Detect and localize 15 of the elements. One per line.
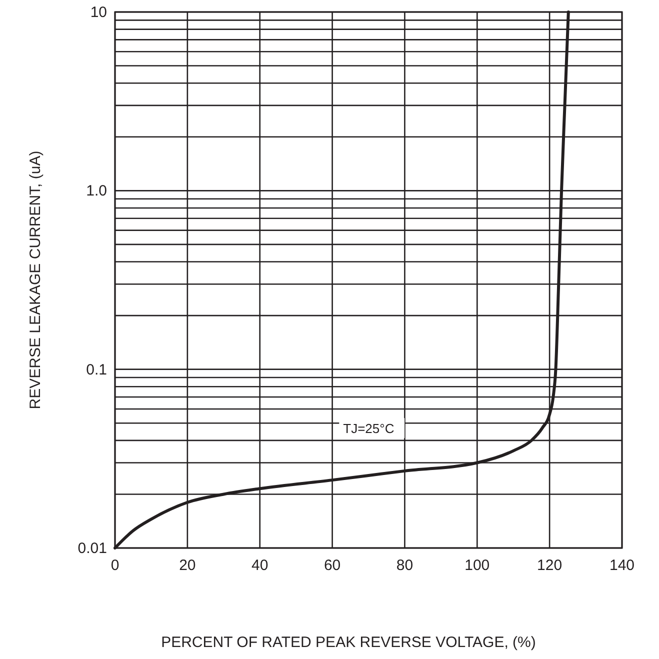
x-tick-label: 20 <box>179 557 196 574</box>
y-tick-label: 10 <box>90 4 107 21</box>
x-tick-label: 100 <box>464 557 490 574</box>
annotation: TJ=25°C <box>343 421 394 436</box>
x-tick-label: 40 <box>252 557 268 574</box>
y-tick-label: 1.0 <box>86 182 107 200</box>
x-tick-label: 0 <box>110 557 120 574</box>
x-tick-label: 120 <box>537 557 562 574</box>
x-tick-label: 140 <box>609 557 635 574</box>
y-tick-label: 0.01 <box>78 540 107 557</box>
x-axis-title: PERCENT OF RATED PEAK REVERSE VOLTAGE, (%) <box>161 634 536 651</box>
y-axis-title: REVERSE LEAKAGE CURRENT, (uA) <box>27 150 44 410</box>
x-tick-label: 80 <box>396 557 414 574</box>
y-tick-label: 0.1 <box>86 361 107 378</box>
x-tick-label: 60 <box>324 557 341 574</box>
